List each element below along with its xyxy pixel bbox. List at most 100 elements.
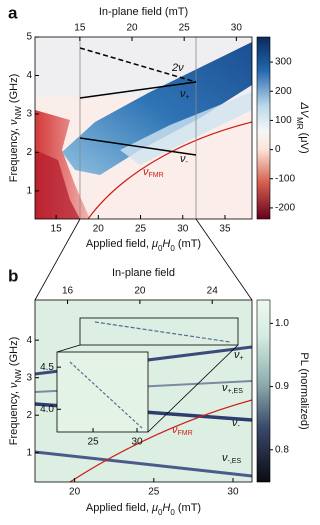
annotation-text: ν <box>180 153 186 165</box>
label-part: (mT) <box>175 238 201 250</box>
colorbar-tick-label: 100 <box>275 115 292 126</box>
x-tick-label: 25 <box>148 487 160 498</box>
x-tick-label: 30 <box>177 224 189 235</box>
annotation-sub: -,ES <box>228 458 242 465</box>
inset-trace <box>69 361 143 429</box>
y-tick-label: 4 <box>26 70 32 81</box>
annotation-text: ν <box>234 349 240 361</box>
label-part: ν <box>8 382 20 388</box>
colorbar-tick-label: 200 <box>275 86 292 97</box>
annotation-sub: FMR <box>149 172 164 179</box>
label-part: μ <box>151 502 158 514</box>
annotation-sub: +,ES <box>228 388 244 395</box>
label-part: In-plane field (mT) <box>99 6 188 18</box>
label-part: 0 <box>158 244 163 253</box>
label-part: (GHz) <box>8 74 20 106</box>
colorbar-tick-label: -100 <box>275 173 295 184</box>
x2-tick-label: 20 <box>126 23 138 34</box>
frame-b <box>34 299 253 483</box>
label-part: 0 <box>170 244 175 253</box>
x2-tick-label: 25 <box>179 23 191 34</box>
colorbar-b <box>256 299 271 483</box>
annotation-text: ν <box>143 166 149 178</box>
annotation-text: ν <box>172 424 178 436</box>
panel-label: b <box>8 266 18 285</box>
label-part: (μV) <box>298 130 310 154</box>
annotation: νFMR <box>172 424 193 437</box>
label-part: (mT) <box>175 502 201 514</box>
label-part: NW <box>14 106 23 120</box>
label-part: In-plane field <box>112 267 175 279</box>
y-tick-label: 4.0 <box>40 404 54 415</box>
frame-a <box>34 36 253 220</box>
label-part: MR <box>295 117 304 130</box>
label-part: NW <box>14 369 23 383</box>
annotation-sub: + <box>240 355 244 362</box>
zoom-line <box>34 218 81 301</box>
annotation-sub: FMR <box>178 430 193 437</box>
x-axis-label: Applied field, μ0H0 (mT) <box>86 238 201 253</box>
label-part: ΔV <box>298 101 310 118</box>
annotation: ν+ <box>234 349 244 362</box>
annotation-text: ν <box>222 382 228 394</box>
label-part: H <box>162 502 170 514</box>
label-part: ν <box>8 119 20 125</box>
x-tick-label: 30 <box>131 437 143 448</box>
x2-tick-label: 30 <box>231 23 243 34</box>
y-tick-label: 3 <box>26 372 32 383</box>
annotation-sub: - <box>186 159 189 166</box>
annotation-text: ν <box>180 88 186 100</box>
zoom-line <box>195 218 253 301</box>
x-axis-label: Applied field, μ0H0 (mT) <box>86 502 201 517</box>
x2-tick-label: 15 <box>74 23 86 34</box>
colorbar-tick-label: 300 <box>275 57 292 68</box>
colorbar-tick-label: 0.9 <box>275 381 289 392</box>
annotation: νFMR <box>143 166 164 179</box>
label-part: H <box>162 238 170 250</box>
x2-tick-label: 20 <box>134 286 146 297</box>
annotation-text: ν <box>232 417 238 429</box>
annotation: ν- <box>232 417 241 430</box>
inset <box>56 351 149 433</box>
y-tick-label: 4.5 <box>40 362 54 373</box>
y-tick-label: 3 <box>26 109 32 120</box>
colorbar-tick-label: 0.8 <box>275 444 289 455</box>
y-axis-label: Frequency, νNW (GHz) <box>8 337 23 446</box>
colorbar-a <box>256 36 271 220</box>
colorbar-label: ΔVMR (μV) <box>295 101 310 153</box>
colorbar-tick-label: 1.0 <box>275 318 289 329</box>
x-tick-label: 25 <box>87 437 99 448</box>
label-part: Frequency, <box>8 388 20 445</box>
annotation-text: ν <box>222 452 228 464</box>
y-tick-label: 5 <box>26 32 32 43</box>
label-part: μ <box>151 238 158 250</box>
x2-tick-label: 16 <box>62 286 74 297</box>
label-part: 0 <box>170 508 175 517</box>
annotation: ν-,ES <box>222 452 241 465</box>
label-part: PL (normalized) <box>298 352 310 429</box>
x-tick-label: 15 <box>51 224 63 235</box>
x2-axis-label: In-plane field <box>112 267 175 279</box>
colorbar-label: PL (normalized) <box>298 352 310 429</box>
y-tick-label: 4 <box>26 335 32 346</box>
y-tick-label: 1 <box>26 447 32 458</box>
annotation-sub: - <box>238 423 241 430</box>
label-part: (GHz) <box>8 337 20 369</box>
y-axis-label: Frequency, νNW (GHz) <box>8 74 23 183</box>
label-part: 0 <box>158 508 163 517</box>
heatmap-a <box>35 37 252 219</box>
colorbar-tick-label: -200 <box>275 203 295 214</box>
annotation: ν- <box>180 153 189 166</box>
x-tick-label: 20 <box>69 487 81 498</box>
y-tick-label: 2 <box>26 147 32 158</box>
label-part: Applied field, <box>86 238 152 250</box>
x-tick-label: 35 <box>219 224 231 235</box>
annotation: ν+ <box>180 88 190 101</box>
annotation-sub: + <box>186 94 190 101</box>
annotation-text: 2ν <box>171 62 184 74</box>
colorbar-tick-label: 0 <box>275 144 281 155</box>
annotation: ν+,ES <box>222 382 243 395</box>
x-tick-label: 20 <box>93 224 105 235</box>
x-tick-label: 25 <box>135 224 147 235</box>
